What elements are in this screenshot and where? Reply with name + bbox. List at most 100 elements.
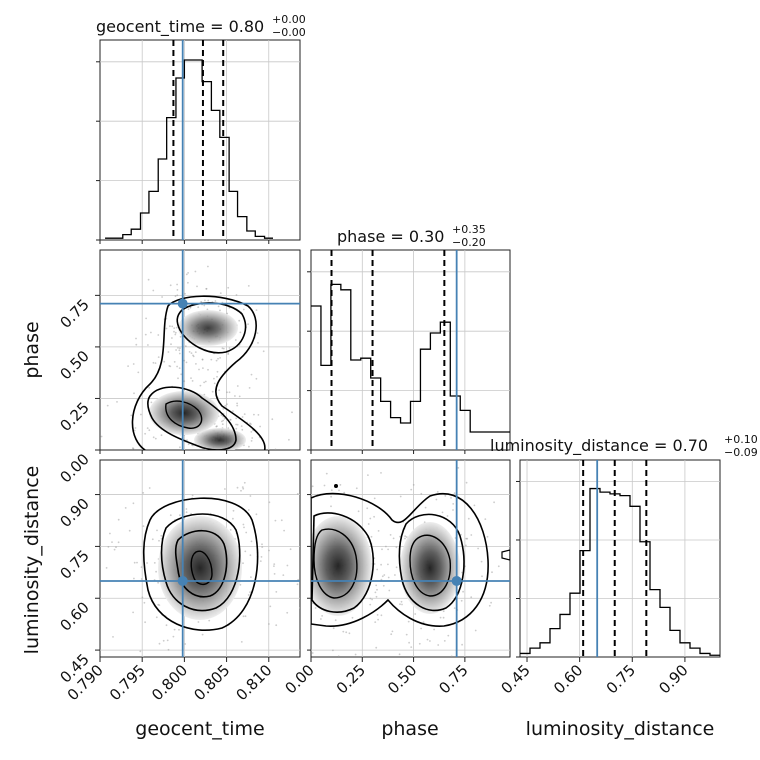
sample-point [407,620,410,623]
sample-point [175,326,178,329]
sample-point [144,432,147,435]
sample-point [398,653,401,656]
sample-point [278,664,280,666]
title-main: phase = 0.30 [337,227,444,246]
sample-point [237,661,239,663]
sample-point [222,408,225,410]
sample-point [369,517,372,520]
sample-point [250,373,253,376]
sample-point [308,511,310,513]
sample-point [173,327,176,329]
sample-point [374,591,377,594]
sample-point [240,641,243,643]
sample-point [227,353,230,355]
y-tick-label: 0.75 [56,295,92,331]
sample-point [222,419,225,422]
sample-point [247,509,250,511]
sample-point [302,590,304,592]
sample-point [327,728,329,730]
sample-point [373,515,375,518]
sample-point [465,544,467,547]
sample-point [193,450,195,452]
sample-point [250,440,253,442]
histogram-step [105,59,273,239]
sample-point [321,615,323,617]
sample-point [281,666,283,668]
y-tick-label: 0.25 [56,399,92,435]
sample-point [375,646,378,649]
sample-point [228,391,231,394]
sample-point [433,628,435,631]
sample-point [178,349,181,352]
sample-point [179,446,181,449]
panel-geocent-time-hist [99,39,301,241]
sample-point [314,698,316,700]
sample-point [342,669,344,671]
sample-point [221,420,223,423]
sample-point [355,457,357,459]
sample-point [248,445,250,448]
title-main: luminosity_distance = 0.70 [490,436,708,456]
title-lower: −0.20 [452,236,486,249]
density-region [105,481,300,668]
sample-point [280,519,283,522]
sample-point [214,452,216,454]
sample-point [184,643,187,645]
sample-point [243,481,246,484]
sample-point [179,347,181,350]
x-tick-label: 0.00 [281,661,317,697]
sample-point [185,511,188,514]
sample-point [165,624,168,627]
sample-point [211,390,214,393]
sample-point [155,248,157,250]
x-axis-label-geocent-time: geocent_time [135,718,264,740]
sample-point [236,402,239,405]
x-tick-label: 0.795 [106,661,149,704]
sample-point [226,403,228,406]
sample-point [174,333,177,336]
sample-point [178,352,181,355]
sample-point [156,529,158,532]
sample-point [232,410,234,412]
panel-phase-hist [310,249,511,451]
sample-point [474,629,477,632]
sample-point [259,560,262,562]
contour-line [160,513,241,612]
sample-point [237,452,239,454]
sample-point [239,331,242,334]
sample-point [400,600,403,603]
sample-point [289,548,292,551]
sample-point [404,535,406,538]
sample-point [375,595,378,598]
sample-point [135,337,137,340]
sample-point [460,599,463,602]
sample-point [426,638,429,641]
sample-point [314,607,317,609]
sample-point [256,332,259,334]
sample-point [106,404,109,407]
sample-point [167,648,170,651]
sample-point [410,488,413,491]
sample-point [369,597,372,600]
sample-point [332,627,335,630]
sample-point [109,532,111,535]
sample-point [380,578,383,581]
sample-point [288,438,290,441]
contour-line [131,295,266,450]
sample-point [236,385,239,387]
density-blob [178,310,238,346]
sample-point [376,588,378,591]
sample-point [172,635,175,638]
sample-point [238,395,241,398]
sample-point [257,342,259,344]
sample-point [442,616,445,619]
sample-point [147,278,150,281]
sample-point [255,377,258,380]
sample-point [86,315,88,317]
sample-point [173,361,176,363]
sample-point [488,604,491,607]
sample-point [207,265,209,268]
sample-point [197,306,200,309]
sample-point [497,565,500,568]
sample-point [320,618,322,620]
